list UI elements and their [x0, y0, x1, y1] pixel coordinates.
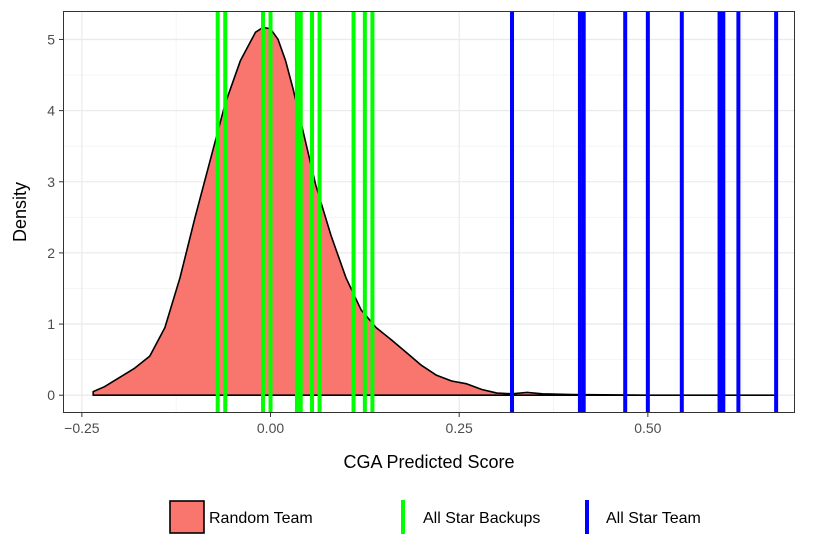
y-tick-label: 0 — [47, 387, 55, 403]
legend-label-random-team: Random Team — [209, 510, 313, 527]
x-axis-title: CGA Predicted Score — [343, 452, 514, 472]
y-tick-label: 5 — [47, 31, 55, 47]
x-tick-label: −0.25 — [64, 420, 100, 436]
y-axis-title: Density — [10, 182, 30, 242]
y-tick-label: 2 — [47, 245, 55, 261]
x-tick-label: 0.00 — [257, 420, 284, 436]
legend-key-random-team — [169, 500, 205, 534]
y-axis: 0 1 2 3 4 5 — [47, 31, 63, 403]
x-tick-label: 0.50 — [634, 420, 661, 436]
y-tick-label: 4 — [47, 103, 55, 119]
panel-border — [63, 11, 795, 413]
x-tick-label: 0.25 — [446, 420, 473, 436]
vline-layer — [215, 11, 779, 413]
legend-label-all-star-backups: All Star Backups — [423, 510, 540, 527]
x-axis: −0.25 0.00 0.25 0.50 — [64, 413, 662, 436]
legend-label-all-star-team: All Star Team — [606, 510, 701, 527]
y-tick-label: 1 — [47, 316, 55, 332]
y-tick-label: 3 — [47, 174, 55, 190]
legend: Random Team All Star Backups All Star Team — [169, 500, 701, 534]
